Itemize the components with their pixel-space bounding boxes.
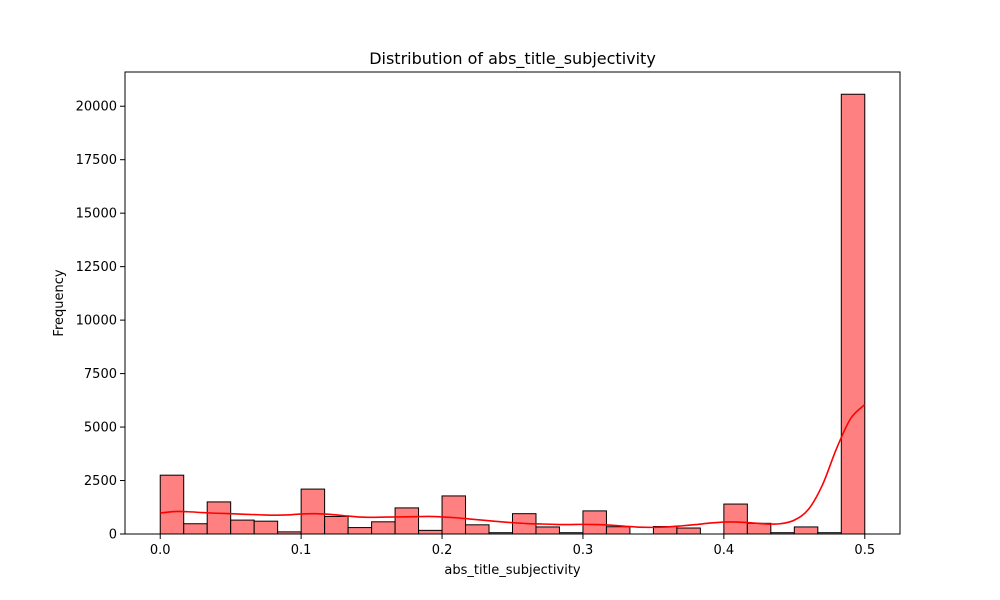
histogram-bar [253, 520, 279, 535]
histogram-bar [441, 495, 467, 535]
histogram-bar [840, 93, 866, 535]
histogram-bar [230, 519, 255, 535]
x-tick-label: 0.3 [573, 543, 594, 558]
y-tick-label: 12500 [76, 260, 117, 275]
histogram-bar [746, 522, 772, 535]
histogram-bar [723, 503, 748, 535]
histogram-bar [371, 521, 396, 535]
x-axis-ticks: 0.0 0.1 0.2 0.3 0.4 0.5 [150, 534, 875, 558]
x-tick-label: 0.5 [854, 543, 875, 558]
y-axis-label: Frequency [52, 269, 67, 336]
x-tick-label: 0.1 [291, 543, 312, 558]
chart-title: Distribution of abs_title_subjectivity [369, 49, 656, 69]
histogram-bar [183, 523, 208, 535]
y-tick-label: 10000 [76, 314, 117, 329]
histogram-bar [418, 529, 443, 535]
x-axis-label: abs_title_subjectivity [444, 563, 581, 578]
plot-area-frame [124, 71, 901, 535]
histogram-bar [324, 515, 349, 535]
y-tick-label: 2500 [84, 474, 117, 489]
histogram-bar [535, 526, 560, 535]
x-tick-label: 0.0 [150, 543, 171, 558]
histogram-bar [676, 527, 701, 535]
y-tick-label: 15000 [76, 207, 117, 222]
kde-curve [160, 404, 866, 529]
histogram-bar [465, 524, 490, 535]
y-tick-label: 7500 [84, 367, 117, 382]
histogram-bar [793, 526, 819, 535]
y-tick-label: 0 [109, 528, 117, 543]
y-tick-label: 17500 [76, 153, 117, 168]
x-tick-label: 0.2 [432, 543, 453, 558]
histogram-bar [206, 501, 232, 535]
histogram-bar [300, 488, 326, 535]
y-axis-ticks: 0 2500 5000 7500 10000 12500 15000 17500 20000 [76, 100, 125, 543]
bars-layer [159, 93, 866, 535]
histogram-bar [347, 527, 373, 535]
y-tick-label: 20000 [76, 100, 117, 115]
histogram-bar [159, 474, 185, 535]
histogram-bar [605, 526, 631, 535]
y-tick-label: 5000 [84, 421, 117, 436]
x-tick-label: 0.4 [714, 543, 735, 558]
histogram-bar [394, 507, 420, 535]
histogram-bar [582, 510, 607, 535]
